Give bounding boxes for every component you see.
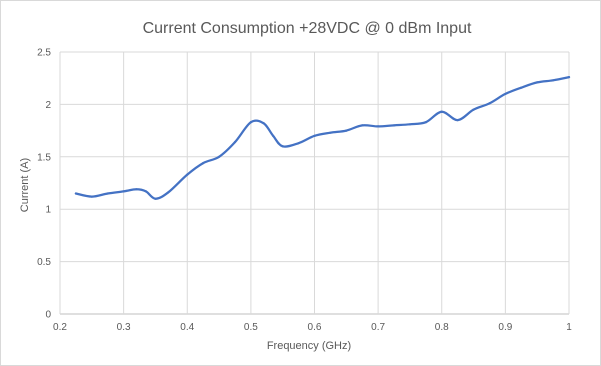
data-point [90, 195, 93, 198]
chart-title: Current Consumption +28VDC @ 0 dBm Input [143, 20, 472, 37]
data-point [281, 145, 284, 148]
x-tick-label: 0.6 [308, 322, 322, 333]
data-point [154, 197, 157, 200]
data-point [472, 108, 475, 111]
y-tick-label: 1.5 [37, 152, 51, 163]
data-point [377, 125, 380, 128]
x-tick-label: 0.4 [180, 322, 194, 333]
data-point [186, 173, 189, 176]
y-tick-label: 1 [45, 205, 51, 216]
data-point [456, 119, 459, 122]
data-point [488, 102, 491, 105]
data-point [144, 190, 147, 193]
series-group [74, 76, 571, 200]
data-point [520, 86, 523, 89]
data-point [567, 76, 571, 79]
data-point [440, 110, 443, 113]
data-point [424, 121, 427, 124]
data-point [122, 190, 125, 193]
data-point [249, 121, 252, 124]
x-tick-label: 0.3 [117, 322, 131, 333]
grid [59, 51, 570, 315]
data-point [106, 192, 109, 195]
data-point [408, 123, 412, 126]
y-axis-label: Current (A) [19, 158, 31, 212]
data-point [202, 161, 205, 165]
data-point [536, 81, 539, 84]
data-point [135, 188, 138, 191]
x-tick-labels: 0.2 0.3 0.4 0.5 0.6 0.7 0.8 0.9 1 [53, 322, 572, 333]
y-tick-labels: 0 0.5 1 1.5 2 2.5 [37, 48, 51, 321]
data-point [392, 124, 396, 127]
x-tick-label: 0.2 [53, 322, 67, 333]
data-point [329, 131, 332, 134]
x-tick-label: 0.9 [498, 322, 512, 333]
series-line [74, 76, 571, 200]
data-point [262, 122, 265, 125]
x-tick-label: 1 [566, 322, 572, 333]
data-point [167, 191, 170, 194]
y-tick-label: 2 [45, 100, 51, 111]
y-tick-label: 0 [45, 310, 51, 321]
data-point [504, 92, 507, 96]
x-tick-label: 0.7 [371, 322, 385, 333]
x-tick-label: 0.5 [244, 322, 258, 333]
y-tick-label: 2.5 [37, 48, 51, 59]
data-point [74, 192, 78, 195]
data-point [297, 142, 300, 145]
data-point [361, 124, 364, 127]
x-axis-label: Frequency (GHz) [267, 340, 351, 352]
data-point [217, 155, 221, 158]
data-point [345, 129, 348, 132]
x-tick-label: 0.8 [435, 322, 449, 333]
data-point [313, 134, 316, 137]
data-point [233, 141, 237, 144]
y-tick-label: 0.5 [37, 257, 51, 268]
data-point [551, 79, 555, 82]
data-point [272, 134, 275, 137]
